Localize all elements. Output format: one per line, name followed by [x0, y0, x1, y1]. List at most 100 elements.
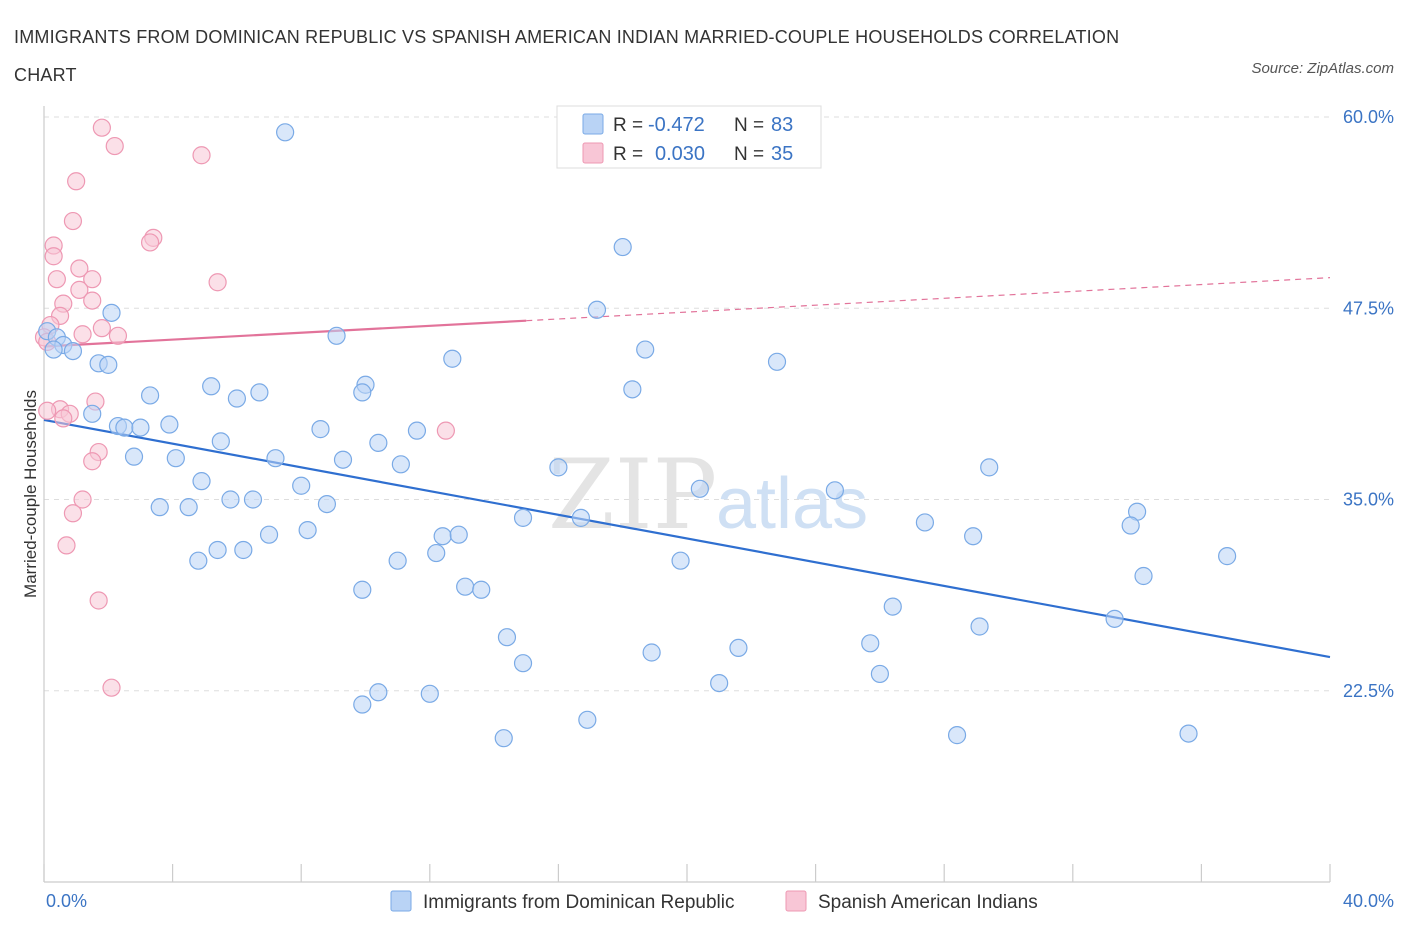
data-point-blue [494, 729, 513, 748]
stats-n-label-1: N = [734, 115, 764, 136]
data-point-blue [369, 683, 388, 702]
data-point-pink [47, 270, 66, 289]
data-point-blue [192, 472, 211, 491]
stats-swatch-pink [582, 142, 604, 164]
data-point-blue [1179, 724, 1198, 743]
data-point-blue [311, 420, 330, 439]
data-point-blue [317, 494, 337, 514]
stats-box: R = -0.472 N = 83 R = 0.030 N = 35 [556, 105, 822, 169]
y-tick-label: 60.0% [1343, 107, 1394, 127]
dominican-republic-points [38, 123, 1237, 748]
data-point-pink [108, 326, 128, 345]
data-point-pink [73, 325, 92, 344]
data-point-blue [227, 389, 246, 408]
data-point-blue [642, 643, 661, 662]
legend-label-dominican-republic: Immigrants from Dominican Republic [423, 892, 735, 913]
data-point-blue [623, 380, 642, 399]
data-point-blue [189, 551, 208, 570]
data-point-blue [587, 300, 607, 319]
data-point-blue [980, 458, 999, 477]
data-point-pink [208, 273, 227, 292]
data-point-pink [73, 490, 92, 509]
data-point-blue [513, 508, 533, 527]
data-point-blue [211, 432, 230, 451]
data-point-blue [115, 418, 134, 437]
data-point-pink [83, 291, 102, 310]
data-point-blue [1121, 516, 1140, 535]
data-point-pink [67, 172, 86, 191]
data-point-blue [179, 498, 198, 517]
data-point-blue [427, 543, 446, 563]
data-point-blue [970, 617, 989, 636]
data-point-blue [208, 540, 227, 560]
data-point-blue [243, 490, 263, 509]
data-point-blue [1134, 566, 1153, 586]
data-point-blue [166, 449, 185, 468]
data-point-blue [150, 498, 169, 517]
data-point-blue [124, 447, 144, 466]
data-point-blue [883, 597, 902, 616]
legend-swatch-spanish-american-indians [785, 890, 807, 912]
data-point-blue [250, 383, 269, 402]
data-point-blue [613, 237, 632, 257]
data-point-blue [234, 540, 253, 560]
data-point-blue [710, 673, 729, 693]
data-point-blue [221, 490, 240, 509]
data-point-blue [160, 415, 179, 434]
data-point-pink [140, 233, 160, 252]
data-point-blue [443, 349, 462, 368]
data-point-blue [266, 449, 285, 468]
data-point-blue [407, 421, 427, 440]
data-point-blue [63, 341, 83, 361]
data-point-pink [83, 452, 102, 471]
y-tick-label: 22.5% [1343, 681, 1394, 701]
y-tick-label: 35.0% [1343, 490, 1394, 510]
legend: Immigrants from Dominican Republic Spani… [390, 890, 1038, 913]
data-point-blue [353, 580, 372, 599]
data-point-blue [131, 418, 150, 437]
data-point-pink [105, 136, 124, 156]
data-point-blue [947, 726, 967, 745]
data-point-pink [102, 678, 121, 697]
y-axis-title: Married-couple Households [21, 390, 40, 598]
data-point-blue [140, 386, 160, 405]
data-point-blue [292, 476, 311, 495]
stats-n-label-2: N = [734, 144, 764, 165]
data-point-blue [298, 520, 317, 540]
stats-r-label-1: R = [613, 115, 643, 136]
stats-r-value-1: -0.472 [648, 114, 705, 136]
data-point-blue [1105, 609, 1124, 628]
y-tick-labels: 22.5% 35.0% 47.5% 60.0% [1343, 107, 1394, 701]
data-point-pink [54, 409, 73, 428]
data-point-pink [92, 118, 111, 137]
data-point-blue [327, 326, 346, 345]
data-point-pink [63, 211, 83, 231]
chart-title: IMMIGRANTS FROM DOMINICAN REPUBLIC VS SP… [14, 27, 1120, 85]
data-point-blue [513, 654, 533, 673]
data-point-blue [861, 634, 880, 653]
data-point-blue [729, 638, 748, 658]
data-point-blue [388, 551, 407, 570]
y-tick-label: 47.5% [1343, 298, 1394, 318]
data-point-blue [44, 340, 63, 359]
data-point-blue [83, 404, 102, 423]
data-point-blue [391, 455, 410, 474]
data-point-blue [690, 479, 709, 498]
data-point-pink [38, 401, 57, 420]
data-point-blue [259, 525, 279, 544]
data-point-blue [636, 340, 655, 359]
data-point-pink [89, 591, 108, 610]
data-point-blue [456, 577, 475, 596]
data-point-pink [192, 146, 211, 165]
data-point-blue [333, 450, 353, 469]
watermark-atlas: atlas [716, 464, 868, 544]
data-point-blue [549, 458, 568, 477]
x-tick-label-min: 0.0% [46, 891, 87, 911]
stats-r-label-2: R = [613, 144, 643, 165]
x-tick-label-max: 40.0% [1343, 891, 1394, 911]
watermark-zip: ZIP [548, 439, 717, 551]
data-point-pink [44, 247, 63, 266]
data-point-blue [915, 513, 935, 532]
data-point-blue [767, 352, 787, 371]
